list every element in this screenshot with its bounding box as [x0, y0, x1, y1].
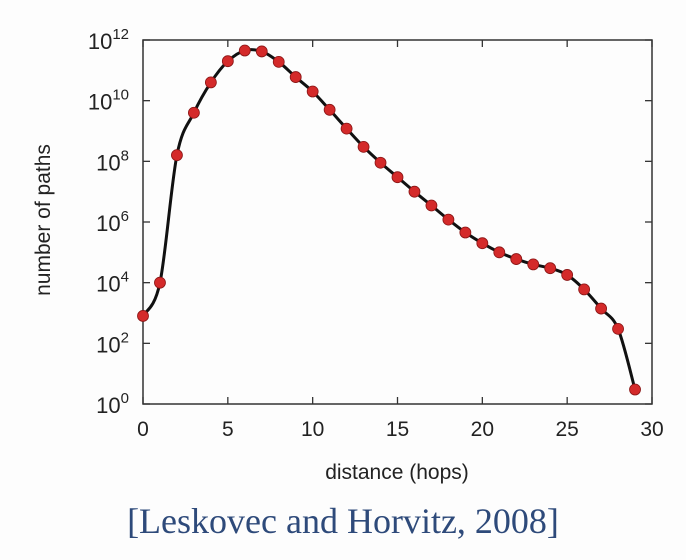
- data-point: [629, 383, 641, 396]
- data-point: [187, 106, 200, 119]
- data-point: [595, 302, 607, 315]
- y-tick-label: 106: [96, 208, 129, 236]
- data-point: [408, 185, 421, 198]
- x-tick-label: 10: [301, 418, 324, 441]
- x-tick-label: 20: [471, 418, 494, 441]
- data-point: [459, 226, 472, 239]
- citation: [Leskovec and Horvitz, 2008]: [127, 501, 559, 541]
- x-tick-label: 25: [555, 418, 578, 441]
- series-line: [141, 48, 637, 390]
- data-point: [527, 258, 540, 271]
- y-tick-label: 102: [96, 329, 129, 357]
- x-axis-label: distance (hops): [325, 461, 469, 484]
- x-tick-label: 30: [640, 418, 663, 441]
- data-point: [289, 71, 302, 83]
- x-tick-label: 5: [222, 418, 234, 441]
- data-point: [442, 213, 455, 226]
- data-point: [544, 262, 557, 275]
- y-tick-label: 1010: [88, 87, 129, 115]
- data-point: [204, 76, 217, 89]
- data-point: [578, 283, 591, 296]
- data-point: [357, 140, 370, 153]
- data-point: [154, 276, 166, 289]
- data-point: [137, 310, 149, 322]
- data-point: [272, 55, 285, 68]
- y-tick-label: 1012: [88, 26, 129, 54]
- data-point: [425, 199, 438, 212]
- x-tick-label: 15: [386, 418, 409, 441]
- x-tick-label: 0: [137, 418, 149, 441]
- data-point: [221, 55, 234, 68]
- data-point: [171, 149, 183, 162]
- y-tick-label: 104: [96, 269, 129, 297]
- y-axis-label: number of paths: [32, 144, 55, 296]
- data-point: [255, 45, 268, 58]
- data-point: [323, 103, 336, 116]
- plot-frame: [142, 39, 653, 405]
- data-point: [561, 269, 574, 281]
- data-point: [391, 171, 404, 184]
- data-point: [510, 253, 523, 265]
- data-point: [493, 246, 506, 259]
- data-point: [476, 237, 489, 250]
- data-point: [612, 322, 624, 335]
- data-point: [374, 156, 387, 169]
- y-tick-label: 108: [96, 147, 129, 175]
- data-point: [238, 44, 251, 57]
- data-point: [340, 122, 353, 135]
- y-tick-label: 100: [96, 390, 129, 418]
- data-point: [306, 85, 319, 98]
